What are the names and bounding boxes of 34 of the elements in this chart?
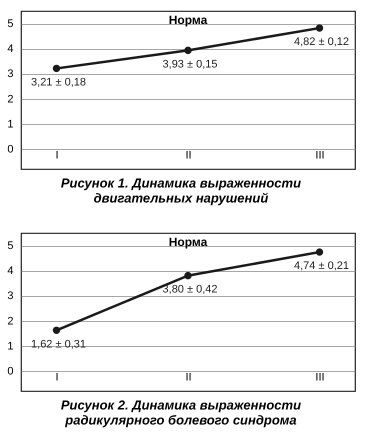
x-tick-label: II: [185, 372, 192, 384]
y-tick-label: 2: [7, 93, 14, 106]
y-tick-label: 5: [7, 18, 14, 30]
x-tick-label: II: [185, 150, 192, 162]
point: [184, 46, 192, 54]
point: [316, 248, 324, 256]
chart-title: Норма: [168, 13, 208, 27]
data-label: 3,21 ± 0,18: [31, 76, 86, 88]
y-tick-label: 3: [7, 68, 14, 80]
point: [52, 64, 60, 72]
y-tick-label: 3: [7, 290, 14, 302]
data-label: 3,93 ± 0,15: [162, 58, 218, 70]
point: [52, 326, 60, 334]
y-tick-label: 1: [7, 118, 14, 130]
point: [316, 24, 324, 32]
y-tick-label: 5: [7, 240, 14, 252]
x-tick-label: I: [55, 150, 59, 162]
text: Рисунок 2. Динамика выраженности радикулярного болевого синдрома: [60, 398, 302, 428]
x-tick-label: III: [315, 372, 325, 384]
y-tick-label: 1: [7, 340, 14, 352]
text: Рисунок 1. Динамика выраженности двигательных нарушений: [60, 176, 302, 206]
data-label: 4,82 ± 0,12: [294, 36, 349, 48]
y-tick-label: 0: [7, 365, 14, 378]
y-tick-label: 4: [7, 43, 14, 56]
data-label: 4,74 ± 0,21: [294, 260, 349, 272]
y-tick-label: 2: [7, 315, 14, 328]
chart-title: Норма: [168, 235, 208, 249]
x-tick-label: III: [315, 150, 325, 162]
data-label: 1,62 ± 0,31: [31, 338, 86, 350]
y-tick-label: 0: [7, 143, 14, 156]
point: [184, 272, 192, 280]
data-label: 3,80 ± 0,42: [162, 284, 218, 296]
x-tick-label: I: [55, 372, 59, 384]
y-tick-label: 4: [7, 265, 14, 278]
